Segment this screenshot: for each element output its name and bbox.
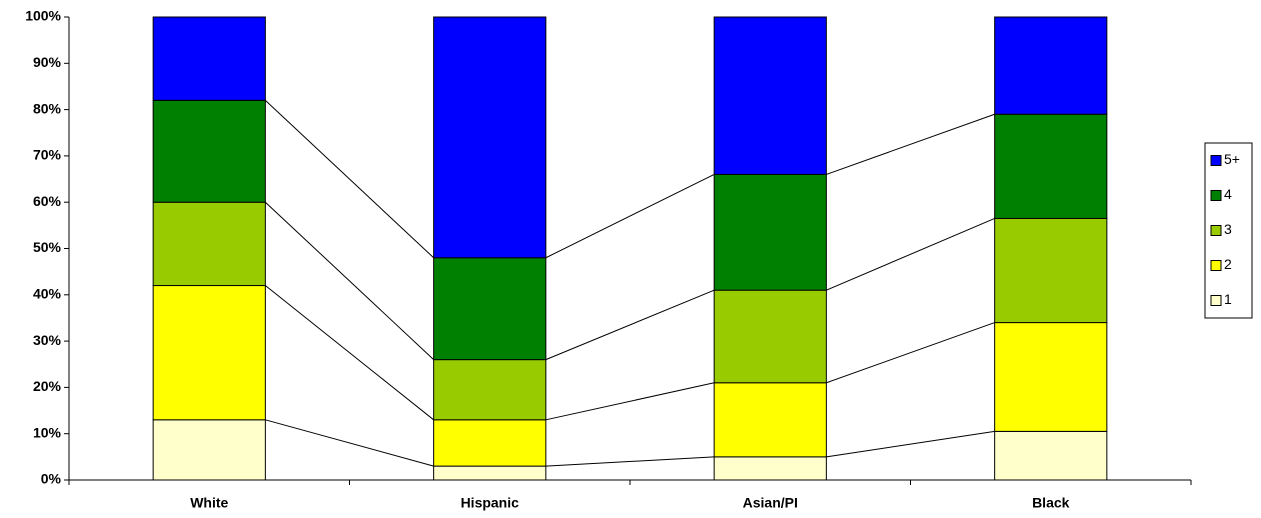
y-tick-label: 90% — [33, 54, 62, 70]
series-line — [826, 430, 995, 458]
bar-segment — [433, 16, 547, 259]
y-tick-label: 20% — [33, 378, 62, 394]
legend-swatch — [1210, 295, 1222, 306]
series-line — [265, 285, 434, 421]
bar-segment — [433, 257, 547, 361]
bar-segment — [713, 173, 827, 291]
bar-segment — [433, 419, 547, 467]
series-line — [545, 289, 715, 361]
series-line — [826, 322, 995, 384]
bar-segment — [713, 456, 827, 481]
legend-swatch — [1210, 155, 1222, 166]
bar-segment — [994, 16, 1108, 115]
y-tick-label: 60% — [33, 193, 62, 209]
legend-swatch — [1210, 190, 1222, 201]
bar-segment — [994, 430, 1108, 481]
y-tick-label: 70% — [33, 147, 62, 163]
x-tick-label: White — [190, 495, 228, 511]
x-tick-label: Hispanic — [461, 495, 520, 511]
legend-swatch — [1210, 225, 1222, 236]
bar-segment — [152, 16, 266, 101]
bar-segment — [994, 113, 1108, 219]
y-tick-label: 100% — [25, 8, 61, 24]
legend-label: 2 — [1224, 256, 1232, 272]
bar-segment — [994, 322, 1108, 432]
series-line — [265, 99, 434, 259]
bar-segment — [152, 285, 266, 421]
series-line — [545, 456, 715, 467]
series-line — [265, 419, 434, 467]
bar-segment — [152, 99, 266, 203]
legend-label: 5+ — [1224, 151, 1240, 167]
series-line — [265, 201, 434, 360]
bar-segment — [713, 289, 827, 384]
legend-label: 3 — [1224, 221, 1232, 237]
series-line — [826, 217, 995, 291]
series-line — [545, 173, 715, 259]
bar-segment — [152, 201, 266, 287]
legend-box — [1204, 142, 1253, 319]
bar-segment — [994, 217, 1108, 324]
bar-segment — [713, 382, 827, 458]
y-tick-label: 30% — [33, 332, 62, 348]
series-line — [545, 382, 715, 421]
y-tick-label: 10% — [33, 424, 62, 440]
legend-label: 4 — [1224, 186, 1232, 202]
y-tick-label: 40% — [33, 286, 62, 302]
series-line — [826, 113, 995, 175]
x-tick-label: Black — [1032, 495, 1070, 511]
legend-label: 1 — [1224, 291, 1232, 307]
y-tick-label: 80% — [33, 100, 62, 116]
legend-swatch — [1210, 260, 1222, 271]
bar-segment — [433, 465, 547, 481]
bar-segment — [152, 419, 266, 481]
bar-segment — [433, 359, 547, 421]
bar-segment — [713, 16, 827, 175]
y-tick-label: 0% — [41, 471, 62, 487]
x-tick-label: Asian/PI — [743, 495, 798, 511]
y-tick-label: 50% — [33, 239, 62, 255]
